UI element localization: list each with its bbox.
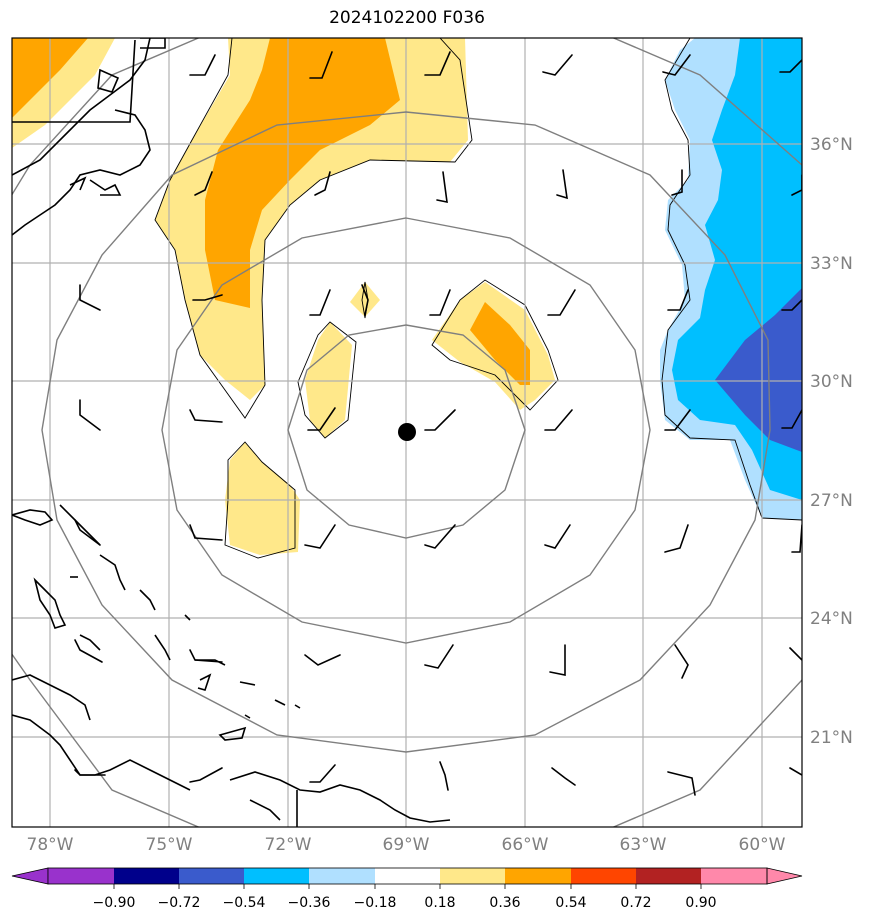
map-area [12,38,802,827]
wind-barbs [74,51,802,796]
lat-label: 24°N [810,609,853,629]
colorbar-tick-label: 0.36 [489,895,520,911]
colorbar-tick-label: −0.54 [223,895,266,911]
colorbar-tick-label: −0.90 [93,895,136,911]
colorbar-segment [505,868,571,884]
colorbar-segment [636,868,701,884]
colorbar-segment [179,868,244,884]
colorbar-tick-label: −0.72 [158,895,201,911]
colorbar-segment [309,868,375,884]
colorbar-extend-left [11,867,49,885]
colorbar-tick-label: −0.18 [354,895,397,911]
colorbar-segment [375,868,440,884]
latitude-labels: 36°N 33°N 30°N 27°N 24°N 21°N [810,135,853,748]
colorbar-segment [244,868,309,884]
colorbar-tick-label: 0.90 [685,895,716,911]
colorbar-segment [114,868,179,884]
colorbar-segment [701,868,767,884]
colorbar-tick-label: 0.18 [424,895,455,911]
lon-label: 75°W [146,835,193,855]
lat-label: 33°N [810,254,853,274]
negative-anomaly-dark [715,288,802,452]
lon-label: 69°W [383,835,430,855]
lon-label: 72°W [265,835,312,855]
longitude-labels: 78°W 75°W 72°W 69°W 66°W 63°W 60°W [27,835,786,855]
lat-label: 27°N [810,491,853,511]
colorbar-extend-right [766,867,803,885]
colorbar: −0.90 −0.72 −0.54 −0.36 −0.18 0.18 0.36 … [11,867,803,911]
colorbar-tick-label: 0.72 [620,895,651,911]
lat-label: 36°N [810,135,853,155]
colorbar-segment [571,868,636,884]
storm-center-marker [398,423,416,441]
map-title: 2024102200 F036 [329,8,485,28]
lon-label: 60°W [739,835,786,855]
colorbar-tick-label: 0.54 [555,895,586,911]
lon-label: 66°W [502,835,549,855]
colorbar-tick-label: −0.36 [288,895,331,911]
colorbar-segment [48,868,114,884]
lat-label: 30°N [810,372,853,392]
range-rings [12,38,802,827]
lat-label: 21°N [810,728,853,748]
map-frame [11,37,803,828]
colorbar-segment [440,868,505,884]
lon-label: 63°W [620,835,667,855]
lon-label: 78°W [27,835,74,855]
